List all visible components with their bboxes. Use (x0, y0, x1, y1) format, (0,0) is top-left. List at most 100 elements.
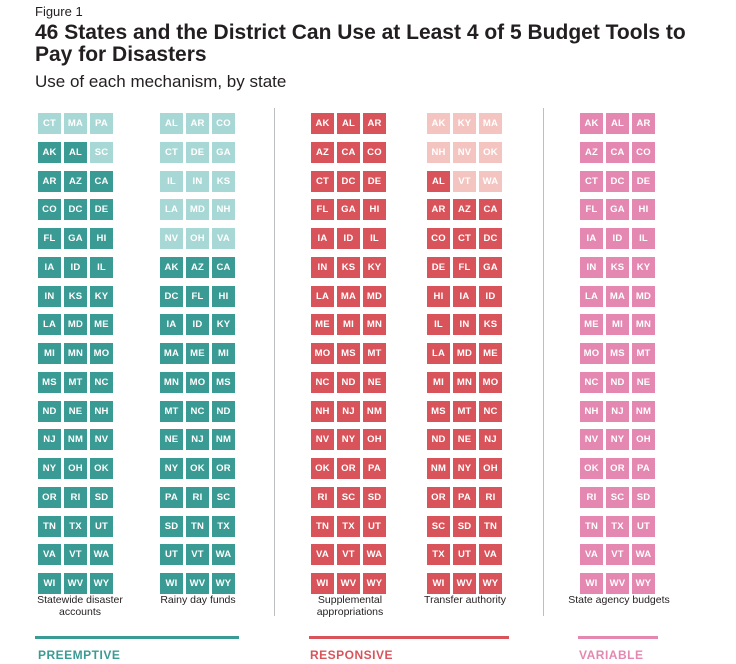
state-tile-ga: GA (479, 256, 502, 278)
state-tile-ia: IA (580, 228, 603, 249)
state-tile-mi: MI (212, 343, 235, 364)
state-tile-fl: FL (311, 199, 334, 221)
state-tile-tx: TX (212, 515, 235, 537)
state-tile-ct: CT (453, 228, 476, 249)
state-tile-ut: UT (90, 515, 113, 537)
state-tile-ky: KY (212, 314, 235, 336)
state-tile-mi: MI (38, 343, 61, 364)
state-tile-ok: OK (580, 458, 603, 479)
state-tile-dc: DC (606, 170, 629, 192)
state-tile-il: IL (90, 256, 113, 278)
state-tile-id: ID (64, 256, 87, 278)
state-tile-mi: MI (337, 314, 360, 336)
state-tile-id: ID (479, 285, 502, 307)
state-tile-mo: MO (90, 343, 113, 364)
state-tile-nv: NV (311, 429, 334, 451)
state-tile-mi: MI (427, 371, 450, 393)
state-tile-wv: WV (186, 573, 209, 594)
state-tile-nc: NC (479, 400, 502, 422)
state-tile-co: CO (427, 228, 450, 249)
state-tile-il: IL (363, 228, 386, 249)
state-tile-de: DE (363, 170, 386, 192)
state-tile-ia: IA (160, 314, 183, 336)
state-tile-tn: TN (311, 515, 334, 537)
state-tile-in: IN (580, 256, 603, 278)
state-tile-ms: MS (38, 371, 61, 393)
state-tile-nd: ND (38, 400, 61, 422)
state-tile-mn: MN (160, 371, 183, 393)
state-tile-az: AZ (311, 141, 334, 163)
state-tile-ne: NE (64, 400, 87, 422)
group-bar-preemptive (35, 636, 239, 639)
state-tile-ct: CT (160, 141, 183, 163)
state-tile-ia: IA (311, 228, 334, 249)
state-tile-md: MD (363, 285, 386, 307)
state-tile-mt: MT (632, 343, 655, 364)
state-tile-ok: OK (90, 458, 113, 479)
state-tile-md: MD (186, 199, 209, 221)
state-tile-hi: HI (90, 228, 113, 249)
state-tile-ri: RI (479, 486, 502, 508)
state-tile-sd: SD (160, 515, 183, 537)
column-label-transfer-authority: Transfer authority (424, 594, 506, 606)
state-tile-tn: TN (580, 515, 603, 537)
state-tile-dc: DC (160, 285, 183, 307)
state-tile-de: DE (90, 199, 113, 221)
state-tile-ne: NE (363, 371, 386, 393)
chart-title: 46 States and the District Can Use at Le… (35, 21, 686, 66)
state-tile-oh: OH (186, 228, 209, 249)
state-tile-co: CO (212, 113, 235, 134)
state-tile-ar: AR (632, 113, 655, 134)
state-tile-me: ME (90, 314, 113, 336)
state-tile-al: AL (606, 113, 629, 134)
state-tile-mn: MN (453, 371, 476, 393)
state-tile-ca: CA (337, 141, 360, 163)
state-tile-ma: MA (606, 285, 629, 307)
state-tile-nh: NH (311, 400, 334, 422)
state-tile-in: IN (186, 170, 209, 192)
state-tile-pa: PA (90, 113, 113, 134)
state-tile-sc: SC (337, 486, 360, 508)
state-tile-wy: WY (363, 573, 386, 594)
state-tile-ut: UT (160, 544, 183, 566)
state-tile-al: AL (337, 113, 360, 134)
state-tile-tx: TX (64, 515, 87, 537)
state-tile-mn: MN (64, 343, 87, 364)
state-tile-ri: RI (311, 486, 334, 508)
state-tile-ky: KY (453, 113, 476, 134)
state-tile-fl: FL (580, 199, 603, 221)
state-tile-va: VA (479, 544, 502, 566)
state-tile-me: ME (311, 314, 334, 336)
state-tile-ma: MA (160, 343, 183, 364)
group-label-variable: VARIABLE (579, 648, 644, 662)
state-tile-ca: CA (212, 256, 235, 278)
state-tile-sd: SD (363, 486, 386, 508)
divider-line (274, 108, 275, 616)
state-tile-tx: TX (337, 515, 360, 537)
state-tile-nd: ND (606, 371, 629, 393)
state-tile-sc: SC (427, 515, 450, 537)
state-tile-nh: NH (90, 400, 113, 422)
state-tile-de: DE (632, 170, 655, 192)
state-tile-dc: DC (64, 199, 87, 221)
group-label-preemptive: PREEMPTIVE (38, 648, 121, 662)
column-label-state-agency-budgets: State agency budgets (568, 594, 670, 606)
state-tile-az: AZ (453, 199, 476, 221)
state-tile-in: IN (311, 256, 334, 278)
state-tile-fl: FL (38, 228, 61, 249)
state-tile-nc: NC (90, 371, 113, 393)
state-tile-me: ME (580, 314, 603, 336)
state-tile-ok: OK (186, 458, 209, 479)
state-tile-me: ME (186, 343, 209, 364)
state-tile-ok: OK (479, 141, 502, 163)
state-tile-mi: MI (606, 314, 629, 336)
state-tile-la: LA (38, 314, 61, 336)
state-tile-oh: OH (64, 458, 87, 479)
state-tile-nm: NM (632, 400, 655, 422)
state-tile-ar: AR (427, 199, 450, 221)
state-tile-co: CO (38, 199, 61, 221)
state-tile-ms: MS (212, 371, 235, 393)
state-tile-wy: WY (479, 573, 502, 594)
state-tile-co: CO (363, 141, 386, 163)
state-tile-dc: DC (479, 228, 502, 249)
